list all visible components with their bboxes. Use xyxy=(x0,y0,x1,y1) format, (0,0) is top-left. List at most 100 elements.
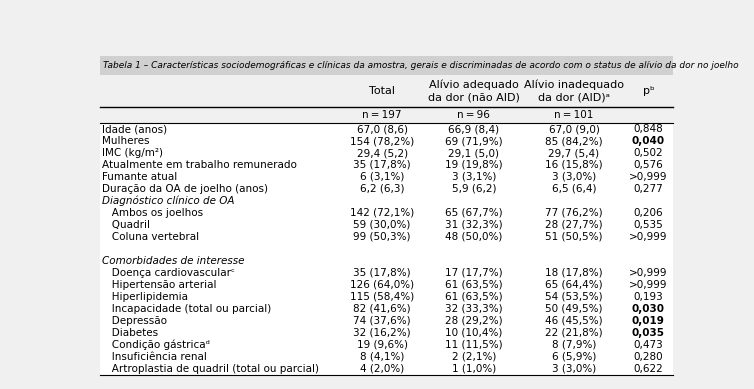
Bar xyxy=(100,107,673,123)
Bar xyxy=(100,291,673,303)
Text: 54 (53,5%): 54 (53,5%) xyxy=(545,292,602,302)
Text: 28 (29,2%): 28 (29,2%) xyxy=(445,316,503,326)
Text: 65 (64,4%): 65 (64,4%) xyxy=(545,280,602,290)
Text: 61 (63,5%): 61 (63,5%) xyxy=(445,292,503,302)
Bar xyxy=(100,279,673,291)
Text: 11 (11,5%): 11 (11,5%) xyxy=(445,340,503,350)
Text: 0,193: 0,193 xyxy=(633,292,664,302)
Text: 35 (17,8%): 35 (17,8%) xyxy=(354,160,411,170)
Text: Condição gástricaᵈ: Condição gástricaᵈ xyxy=(103,340,210,350)
Text: 85 (84,2%): 85 (84,2%) xyxy=(545,136,602,146)
Text: Alívio inadequado
da dor (AID)ᵃ: Alívio inadequado da dor (AID)ᵃ xyxy=(524,79,624,102)
Text: 6 (5,9%): 6 (5,9%) xyxy=(552,352,596,362)
Text: Incapacidade (total ou parcial): Incapacidade (total ou parcial) xyxy=(103,304,271,314)
Text: 0,277: 0,277 xyxy=(633,184,664,194)
Text: 142 (72,1%): 142 (72,1%) xyxy=(350,208,414,218)
Text: 3 (3,1%): 3 (3,1%) xyxy=(452,172,496,182)
Bar xyxy=(100,219,673,231)
Bar xyxy=(100,195,673,207)
Text: 8 (7,9%): 8 (7,9%) xyxy=(552,340,596,350)
Text: 67,0 (8,6): 67,0 (8,6) xyxy=(357,124,408,134)
Text: IMC (kg/m²): IMC (kg/m²) xyxy=(103,148,164,158)
Text: Duração da OA de joelho (anos): Duração da OA de joelho (anos) xyxy=(103,184,268,194)
Text: Fumante atual: Fumante atual xyxy=(103,172,178,182)
Text: Insuficiência renal: Insuficiência renal xyxy=(103,352,207,362)
Bar xyxy=(100,135,673,147)
Text: 77 (76,2%): 77 (76,2%) xyxy=(545,208,602,218)
Text: >0,999: >0,999 xyxy=(629,268,668,278)
Text: 6,5 (6,4): 6,5 (6,4) xyxy=(552,184,596,194)
Bar xyxy=(100,339,673,351)
Text: 61 (63,5%): 61 (63,5%) xyxy=(445,280,503,290)
Text: Idade (anos): Idade (anos) xyxy=(103,124,167,134)
Bar xyxy=(100,327,673,339)
Text: 0,576: 0,576 xyxy=(633,160,664,170)
Text: 46 (45,5%): 46 (45,5%) xyxy=(545,316,602,326)
Text: Artroplastia de quadril (total ou parcial): Artroplastia de quadril (total ou parcia… xyxy=(103,364,320,374)
Text: pᵇ: pᵇ xyxy=(642,86,654,96)
Text: 28 (27,7%): 28 (27,7%) xyxy=(545,220,602,230)
Bar xyxy=(100,243,673,255)
Text: 0,280: 0,280 xyxy=(633,352,664,362)
Text: 126 (64,0%): 126 (64,0%) xyxy=(350,280,414,290)
Text: Depressão: Depressão xyxy=(103,316,167,326)
Bar xyxy=(100,303,673,315)
Text: >0,999: >0,999 xyxy=(629,280,668,290)
Text: Doença cardiovascularᶜ: Doença cardiovascularᶜ xyxy=(103,268,235,278)
Text: 115 (58,4%): 115 (58,4%) xyxy=(350,292,414,302)
Text: 18 (17,8%): 18 (17,8%) xyxy=(545,268,602,278)
Bar xyxy=(100,123,673,135)
Text: 74 (37,6%): 74 (37,6%) xyxy=(354,316,411,326)
Bar xyxy=(100,183,673,195)
Text: Hiperlipidemia: Hiperlipidemia xyxy=(103,292,188,302)
Text: 35 (17,8%): 35 (17,8%) xyxy=(354,268,411,278)
Text: 2 (2,1%): 2 (2,1%) xyxy=(452,352,496,362)
Text: 4 (2,0%): 4 (2,0%) xyxy=(360,364,404,374)
Text: 66,9 (8,4): 66,9 (8,4) xyxy=(448,124,499,134)
Text: n = 101: n = 101 xyxy=(554,110,593,120)
Text: 3 (3,0%): 3 (3,0%) xyxy=(552,364,596,374)
Text: 0,502: 0,502 xyxy=(633,148,664,158)
Bar xyxy=(100,75,673,107)
Text: Atualmente em trabalho remunerado: Atualmente em trabalho remunerado xyxy=(103,160,297,170)
Text: 51 (50,5%): 51 (50,5%) xyxy=(545,232,602,242)
Text: 17 (17,7%): 17 (17,7%) xyxy=(445,268,503,278)
Text: 67,0 (9,0): 67,0 (9,0) xyxy=(548,124,599,134)
Text: 29,1 (5,0): 29,1 (5,0) xyxy=(449,148,499,158)
Text: Quadril: Quadril xyxy=(103,220,151,230)
Text: Ambos os joelhos: Ambos os joelhos xyxy=(103,208,204,218)
Text: Mulheres: Mulheres xyxy=(103,136,150,146)
Text: Total: Total xyxy=(369,86,395,96)
Bar xyxy=(100,363,673,375)
Text: 0,030: 0,030 xyxy=(632,304,665,314)
Bar xyxy=(100,56,673,75)
Text: 29,4 (5,2): 29,4 (5,2) xyxy=(357,148,408,158)
Text: 8 (4,1%): 8 (4,1%) xyxy=(360,352,404,362)
Text: 1 (1,0%): 1 (1,0%) xyxy=(452,364,496,374)
Text: 5,9 (6,2): 5,9 (6,2) xyxy=(452,184,496,194)
Text: 99 (50,3%): 99 (50,3%) xyxy=(354,232,411,242)
Text: 0,035: 0,035 xyxy=(632,328,665,338)
Text: >0,999: >0,999 xyxy=(629,172,668,182)
Text: 65 (67,7%): 65 (67,7%) xyxy=(445,208,503,218)
Text: 59 (30,0%): 59 (30,0%) xyxy=(354,220,411,230)
Text: 0,206: 0,206 xyxy=(633,208,664,218)
Text: Tabela 1 – Características sociodemográficas e clínicas da amostra, gerais e dis: Tabela 1 – Características sociodemográf… xyxy=(103,61,739,70)
Text: 22 (21,8%): 22 (21,8%) xyxy=(545,328,602,338)
Bar xyxy=(100,207,673,219)
Text: Diagnóstico clínico de OA: Diagnóstico clínico de OA xyxy=(103,196,235,206)
Bar xyxy=(100,231,673,243)
Text: 0,535: 0,535 xyxy=(633,220,664,230)
Bar xyxy=(100,255,673,267)
Text: 82 (41,6%): 82 (41,6%) xyxy=(354,304,411,314)
Text: Hipertensão arterial: Hipertensão arterial xyxy=(103,280,217,290)
Text: 29,7 (5,4): 29,7 (5,4) xyxy=(548,148,599,158)
Text: 3 (3,0%): 3 (3,0%) xyxy=(552,172,596,182)
Text: Diabetes: Diabetes xyxy=(103,328,158,338)
Text: 0,622: 0,622 xyxy=(633,364,664,374)
Text: 48 (50,0%): 48 (50,0%) xyxy=(445,232,502,242)
Text: 0,019: 0,019 xyxy=(632,316,665,326)
Text: 69 (71,9%): 69 (71,9%) xyxy=(445,136,503,146)
Text: 19 (19,8%): 19 (19,8%) xyxy=(445,160,503,170)
Bar xyxy=(100,351,673,363)
